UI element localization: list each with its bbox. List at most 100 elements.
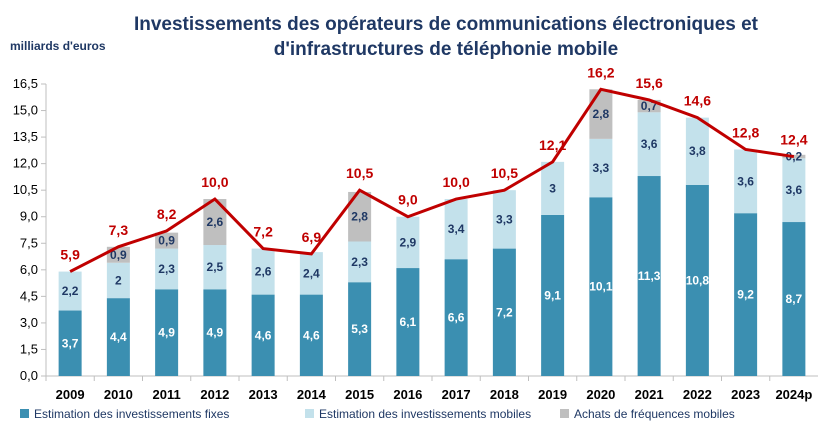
- x-tick-label: 2019: [538, 387, 567, 402]
- bar-fixed: [348, 282, 372, 376]
- total-data-label: 10,5: [346, 165, 373, 181]
- bar-data-label: 2,4: [303, 266, 320, 280]
- bar-data-label: 0,2: [786, 150, 803, 164]
- bar-fixed: [58, 310, 82, 376]
- y-tick-label: 10,5: [13, 182, 38, 197]
- bar-data-label: 8,7: [786, 292, 803, 306]
- total-data-label: 9,0: [398, 192, 418, 208]
- bar-fixed: [396, 268, 420, 376]
- bar-fixed: [734, 213, 758, 376]
- bar-data-label: 0,9: [110, 248, 127, 262]
- bar-frequency: [203, 199, 227, 246]
- bar-mobile: [492, 190, 516, 249]
- bar-fixed: [444, 259, 468, 376]
- bar-mobile: [396, 216, 420, 269]
- y-tick-label: 4,5: [20, 288, 38, 303]
- total-data-label: 5,9: [60, 247, 80, 263]
- bar-data-label: 4,4: [110, 330, 127, 344]
- bar-fixed: [251, 294, 275, 376]
- bar-mobile: [251, 248, 275, 295]
- bar-data-label: 4,6: [303, 328, 320, 342]
- bar-data-label: 3,7: [62, 336, 79, 350]
- x-tick-label: 2013: [249, 387, 278, 402]
- bar-data-label: 2,8: [593, 107, 610, 121]
- bar-mobile: [58, 271, 82, 311]
- bar-data-label: 6,1: [400, 315, 417, 329]
- legend-label: Estimation des investissements mobiles: [319, 407, 531, 421]
- legend-swatch: [560, 409, 569, 418]
- y-tick-label: 15,0: [13, 103, 38, 118]
- x-tick-label: 2010: [104, 387, 133, 402]
- bar-fixed: [589, 197, 613, 376]
- total-data-label: 10,0: [443, 174, 470, 190]
- bar-data-label: 4,9: [158, 326, 175, 340]
- y-tick-label: 1,5: [20, 341, 38, 356]
- bar-fixed: [203, 289, 227, 376]
- y-tick-label: 9,0: [20, 209, 38, 224]
- bar-data-label: 11,3: [638, 269, 661, 283]
- legend-swatch: [20, 409, 29, 418]
- total-data-label: 12,4: [780, 132, 807, 148]
- bar-data-label: 3,3: [496, 212, 513, 226]
- bar-data-label: 2,9: [400, 235, 417, 249]
- bar-mobile: [541, 161, 565, 215]
- y-tick-label: 13,5: [13, 129, 38, 144]
- bar-data-label: 5,3: [351, 322, 368, 336]
- bar-data-label: 2,3: [351, 255, 368, 269]
- x-tick-label: 2024p: [775, 387, 812, 402]
- total-data-label: 10,0: [201, 174, 228, 190]
- total-line: [69, 87, 795, 273]
- bar-data-label: 10,1: [589, 280, 613, 294]
- chart-title-line1: Investissements des opérateurs de commun…: [134, 14, 759, 35]
- total-data-label: 15,6: [636, 75, 663, 91]
- legend-swatch: [305, 409, 314, 418]
- legend-label: Achats de fréquences mobiles: [574, 407, 735, 421]
- bar-data-label: 2,5: [207, 260, 224, 274]
- y-tick-label: 0,0: [20, 368, 38, 383]
- x-tick-label: 2015: [345, 387, 374, 402]
- bar-mobile: [782, 158, 806, 223]
- bar-data-label: 6,6: [448, 311, 465, 325]
- y-tick-label: 3,0: [20, 315, 38, 330]
- bar-mobile: [734, 149, 758, 214]
- bar-mobile: [637, 112, 661, 177]
- bar-data-label: 3,4: [448, 222, 465, 236]
- bar-data-label: 4,9: [207, 326, 224, 340]
- total-data-label: 12,8: [732, 124, 759, 140]
- x-tick-label: 2016: [393, 387, 422, 402]
- bar-data-label: 10,8: [686, 273, 710, 287]
- bar-data-label: 2,6: [207, 215, 224, 229]
- bar-data-label: 0,9: [158, 234, 175, 248]
- bar-fixed: [541, 214, 565, 376]
- total-data-label: 14,6: [684, 93, 711, 109]
- x-tick-label: 2021: [635, 387, 664, 402]
- bar-fixed: [155, 289, 179, 376]
- bar-data-label: 2,3: [158, 262, 175, 276]
- bar-fixed: [637, 176, 661, 376]
- bar-data-label: 3,6: [737, 174, 754, 188]
- y-tick-label: 7,5: [20, 235, 38, 250]
- bar-mobile: [348, 241, 372, 283]
- y-axis-label: milliards d'euros: [10, 39, 106, 53]
- total-data-label: 16,2: [587, 64, 614, 80]
- bar-fixed: [299, 294, 323, 376]
- bar-fixed: [492, 248, 516, 376]
- bar-mobile: [589, 138, 613, 198]
- bar-data-label: 3: [549, 181, 556, 195]
- bar-mobile: [299, 252, 323, 295]
- bar-data-label: 2,6: [255, 265, 272, 279]
- bar-data-label: 3,6: [786, 183, 803, 197]
- bar-data-label: 9,2: [737, 288, 754, 302]
- bar-data-label: 7,2: [496, 305, 513, 319]
- bar-fixed: [685, 184, 709, 376]
- bar-mobile: [203, 245, 227, 290]
- bar-data-label: 9,1: [544, 288, 561, 302]
- bar-frequency: [348, 191, 372, 242]
- y-tick-label: 12,0: [13, 156, 38, 171]
- bar-mobile: [155, 248, 179, 290]
- x-tick-label: 2018: [490, 387, 519, 402]
- x-tick-label: 2012: [200, 387, 229, 402]
- bar-data-label: 2,2: [62, 284, 79, 298]
- x-tick-label: 2017: [442, 387, 471, 402]
